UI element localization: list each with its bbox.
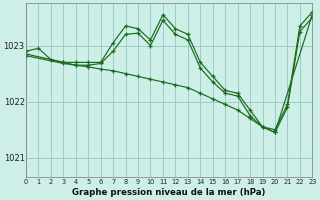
X-axis label: Graphe pression niveau de la mer (hPa): Graphe pression niveau de la mer (hPa) — [72, 188, 266, 197]
